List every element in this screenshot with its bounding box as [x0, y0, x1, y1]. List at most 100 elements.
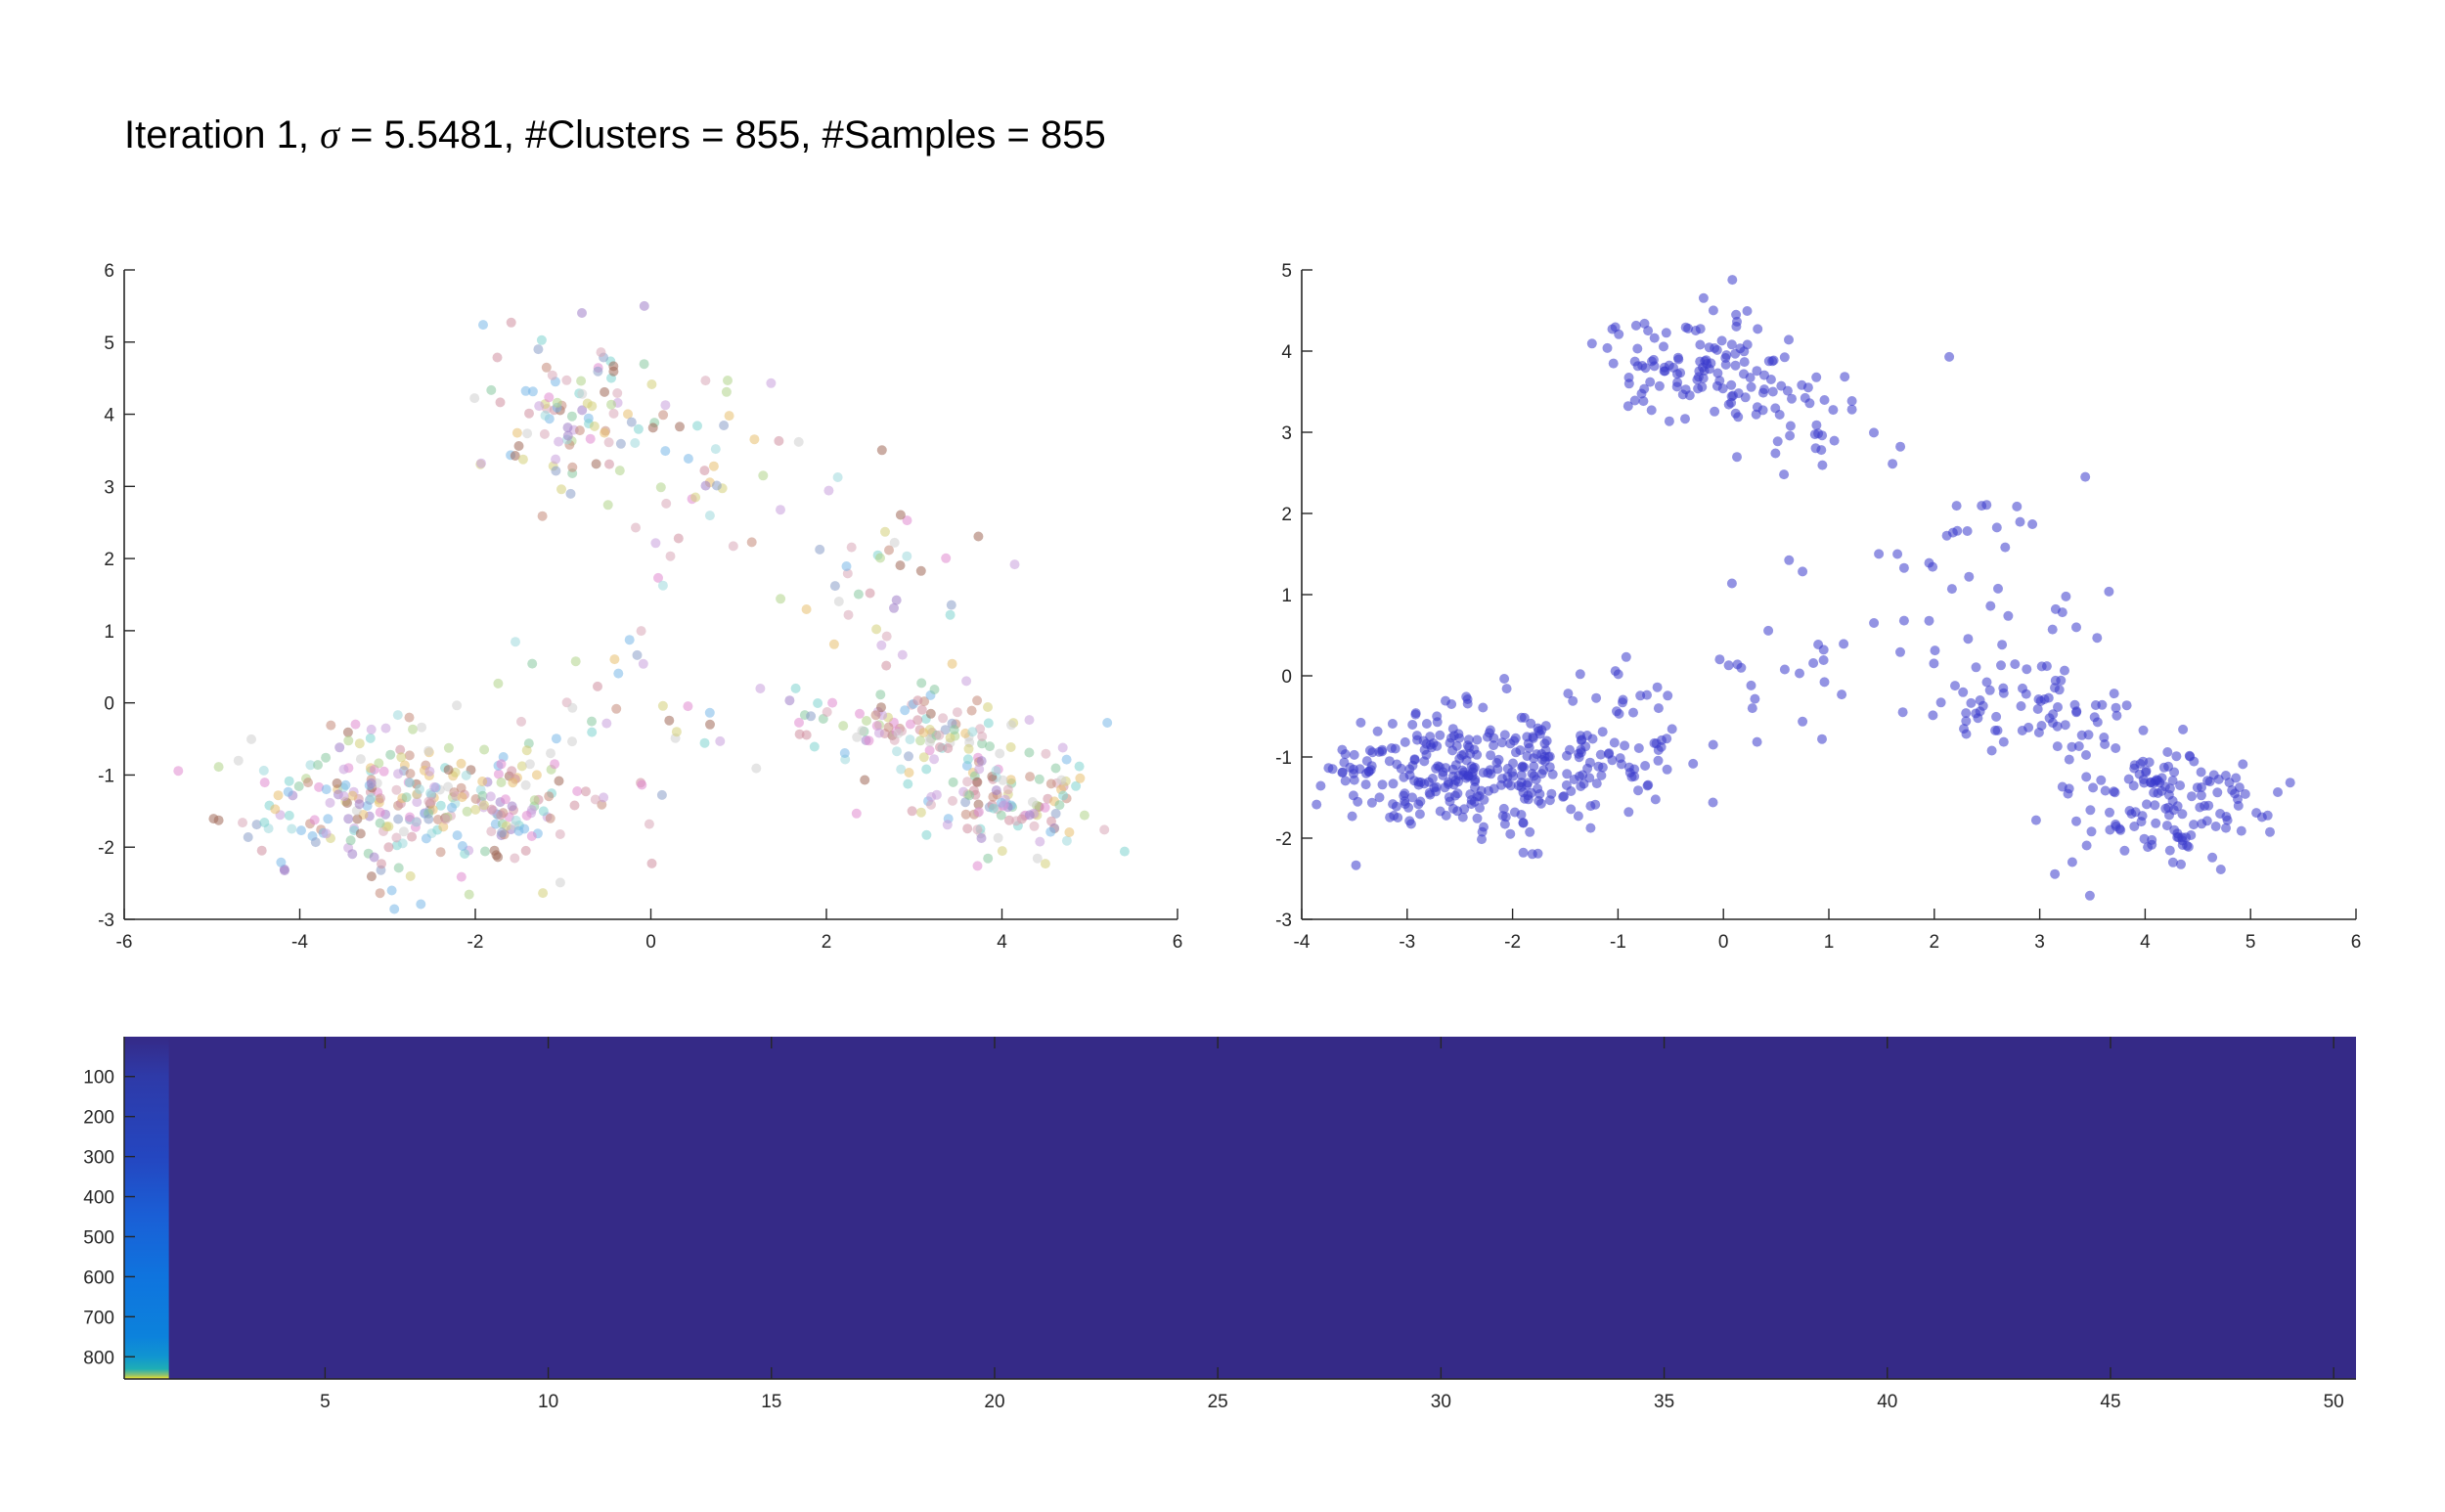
x-tick-label: 0: [1718, 932, 1729, 953]
scatter-point: [1950, 681, 1960, 691]
scatter-point: [1441, 763, 1451, 774]
x-tick-label: 25: [1208, 1392, 1228, 1412]
scatter-point: [577, 405, 588, 416]
scatter-point: [256, 845, 267, 856]
scatter-point: [276, 857, 287, 867]
scatter-point: [1708, 305, 1718, 316]
scatter-point: [711, 480, 722, 491]
y-tick-label: 6: [104, 261, 114, 282]
scatter-point: [700, 376, 711, 386]
scatter-point: [570, 656, 581, 667]
scatter-point: [2220, 771, 2231, 780]
scatter-point: [929, 685, 940, 694]
scatter-point: [1753, 324, 1763, 334]
scatter-point: [1633, 785, 1643, 796]
scatter-point: [489, 845, 500, 856]
scatter-point: [665, 551, 676, 561]
heatmap-column-1: [124, 1037, 169, 1379]
scatter-point: [1413, 779, 1424, 790]
scatter-point: [596, 347, 606, 358]
scatter-point: [1527, 849, 1537, 860]
scatter-point: [1776, 380, 1787, 391]
scatter-point: [1361, 756, 1372, 767]
scatter-point: [566, 411, 577, 422]
scatter-point: [1591, 778, 1602, 789]
scatter-point: [552, 397, 562, 408]
scatter-point: [1035, 836, 1045, 847]
scatter-point: [2129, 760, 2140, 771]
y-tick-label: 4: [1281, 342, 1292, 363]
scatter-point: [511, 637, 520, 647]
scatter-point: [1751, 409, 1761, 420]
scatter-point: [421, 833, 431, 844]
scatter-point: [550, 759, 560, 770]
scatter-point: [846, 542, 857, 553]
scatter-point: [405, 870, 416, 881]
scatter-point: [1818, 655, 1829, 665]
scatter-point: [1447, 724, 1458, 734]
scatter-point: [273, 790, 284, 801]
scatter-point: [1421, 738, 1432, 749]
scatter-point: [1985, 600, 1996, 611]
scatter-point: [973, 531, 984, 542]
scatter-point: [1785, 421, 1796, 431]
scatter-point: [526, 831, 537, 841]
scatter-point: [1662, 764, 1672, 775]
scatter-point: [1499, 730, 1510, 740]
scatter-point: [671, 727, 682, 737]
scatter-point: [1732, 659, 1743, 670]
scatter-point: [520, 779, 531, 790]
scatter-point: [1779, 469, 1790, 480]
scatter-point: [600, 427, 610, 438]
scatter-point: [2129, 822, 2140, 831]
scatter-point: [710, 444, 721, 455]
scatter-point: [2222, 815, 2233, 825]
scatter-point: [1732, 452, 1742, 463]
scatter-point: [1951, 501, 1962, 511]
scatter-point: [995, 748, 1005, 759]
scatter-point: [551, 454, 561, 465]
scatter-point: [585, 433, 596, 444]
scatter-point: [416, 899, 426, 910]
scatter-point: [1612, 706, 1622, 717]
scatter-point: [2171, 751, 2182, 762]
scatter-point: [2162, 747, 2173, 757]
scatter-point: [590, 794, 600, 805]
scatter-point: [637, 779, 647, 790]
scatter-point: [577, 388, 588, 399]
x-tick-label: 50: [2324, 1392, 2344, 1412]
scatter-point: [880, 526, 890, 537]
scatter-point: [524, 759, 535, 770]
scatter-point: [653, 572, 663, 583]
scatter-point: [829, 581, 840, 592]
scatter-point: [1779, 352, 1790, 363]
scatter-point: [606, 399, 616, 410]
scatter-point: [1486, 769, 1496, 779]
scatter-point: [1895, 441, 1906, 452]
scatter-point: [510, 451, 520, 461]
scatter-point: [1499, 819, 1510, 829]
scatter-point: [996, 810, 1006, 821]
scatter-point: [1565, 744, 1575, 755]
heatmap-plot: 5 10 15 20 25 30 35 40 45 50 100 200 300 400 500 600 700…: [83, 1037, 2356, 1412]
x-tick-label: -2: [467, 932, 484, 953]
scatter-point: [376, 793, 385, 804]
scatter-point: [1032, 853, 1043, 864]
scatter-point: [776, 594, 786, 604]
scatter-point: [539, 428, 550, 439]
scatter-point: [393, 863, 404, 873]
scatter-point: [1573, 811, 1583, 822]
scatter-point: [1693, 383, 1704, 394]
scatter-point: [284, 776, 294, 786]
scatter-point: [664, 715, 675, 726]
scatter-point: [556, 484, 566, 495]
y-tick-label: 3: [1281, 423, 1292, 444]
scatter-point: [907, 806, 917, 817]
scatter-point: [988, 803, 999, 814]
scatter-point: [2015, 516, 2025, 527]
scatter-point: [377, 859, 386, 869]
scatter-point: [1928, 561, 1938, 572]
left-scatter-points: [173, 300, 1130, 914]
scatter-point: [517, 454, 528, 465]
scatter-point: [313, 760, 323, 771]
